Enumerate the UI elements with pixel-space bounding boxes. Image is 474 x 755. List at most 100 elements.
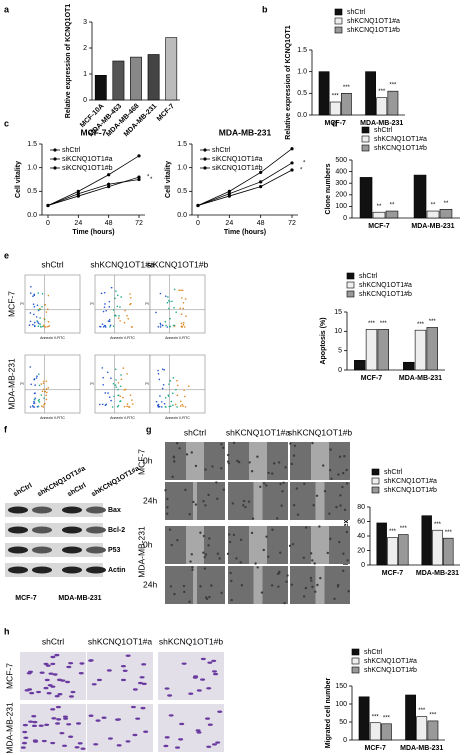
cell [285,580,288,583]
significance-label: *** [400,526,408,532]
cell [290,462,294,466]
x-tick-label: 0 [196,220,200,227]
flow-dot [39,317,41,319]
wound-gap [249,526,267,564]
cell [68,661,74,665]
flow-x-label: Annexin V-FITC [110,416,135,420]
bar [358,696,370,741]
cell [347,590,350,593]
flow-dot [32,295,34,297]
cell [21,741,27,745]
column-header: shCtrl [41,259,63,269]
wound-gap [311,442,329,480]
cell [176,538,179,542]
cell [179,722,185,726]
bar [426,327,438,371]
flow-dot [47,294,50,297]
flow-dot [42,406,45,408]
x-tick-label: MDA-MB-231 [416,570,459,577]
cell [273,462,276,465]
flow-dot [173,307,175,309]
series-line [47,155,140,206]
cell [236,459,239,463]
cell [288,544,292,548]
column-header: shKCNQ1OT1#b [159,636,224,646]
wound-gap [311,526,329,564]
cell [66,665,72,669]
bar [381,723,392,741]
lane-label: shCtrl [66,482,87,498]
cell [192,676,198,679]
cell [80,747,86,750]
blot-band [86,506,106,514]
cell [115,718,121,721]
column-header: shCtrl [42,636,64,646]
panel-letter: c [4,118,9,128]
cell [130,705,136,709]
y-tick-label: 1.0 [177,165,187,172]
cell [232,533,236,537]
series-line [197,162,293,206]
flow-dot [126,405,128,408]
cell [226,460,230,463]
cell [279,551,282,554]
legend-label: shCtrl [359,273,378,280]
flow-dot [115,290,117,292]
cell [256,455,259,458]
flow-dot [120,374,122,376]
cell [239,538,243,541]
flow-dot [111,406,114,408]
bar [94,75,107,101]
y-tick-label: 0.0 [27,212,37,219]
bar [432,529,443,566]
cell [77,742,83,745]
flow-dot [45,398,48,401]
flow-dot [41,293,44,295]
cell [167,694,173,697]
y-tick-label: 1.5 [27,141,37,148]
flow-dot [182,323,185,326]
cell [345,530,349,534]
flow-dot [117,294,119,297]
column-header: shKCNQ1OT1#a [88,636,153,646]
cell [163,744,169,748]
cell [270,584,274,587]
cell [336,585,340,588]
legend-marker [203,148,207,152]
flow-dot [44,390,46,393]
legend-marker [53,157,57,161]
cell [200,657,206,661]
x-tick-label: MDA-MB-231 [123,103,159,139]
cell [208,595,211,599]
flow-dot [167,296,169,298]
cell [66,723,72,726]
cell [39,671,45,674]
cell [281,490,284,493]
bar [147,54,160,101]
flow-dot [41,390,44,393]
flow-dot [109,324,112,327]
flow-dot [43,317,46,320]
cell [168,714,174,717]
cell [120,664,126,668]
cell [215,741,221,744]
significance-label: * [303,161,306,167]
significance-label: *** [389,83,397,89]
cell [120,678,126,682]
flow-dot [109,325,111,328]
cell [188,513,191,516]
flow-dot [181,289,184,292]
cell [211,465,214,468]
cell [22,730,28,734]
legend-label: shCtrl [384,469,403,476]
cell [242,504,245,507]
legend-swatch [334,26,343,34]
flow-dot [117,317,120,320]
flow-dot [33,378,36,380]
group-label: MCF-7 [15,595,36,602]
wound-gap [249,442,267,480]
data-point [137,175,141,179]
cell [277,461,281,464]
data-point [196,203,200,208]
cell [74,746,80,749]
